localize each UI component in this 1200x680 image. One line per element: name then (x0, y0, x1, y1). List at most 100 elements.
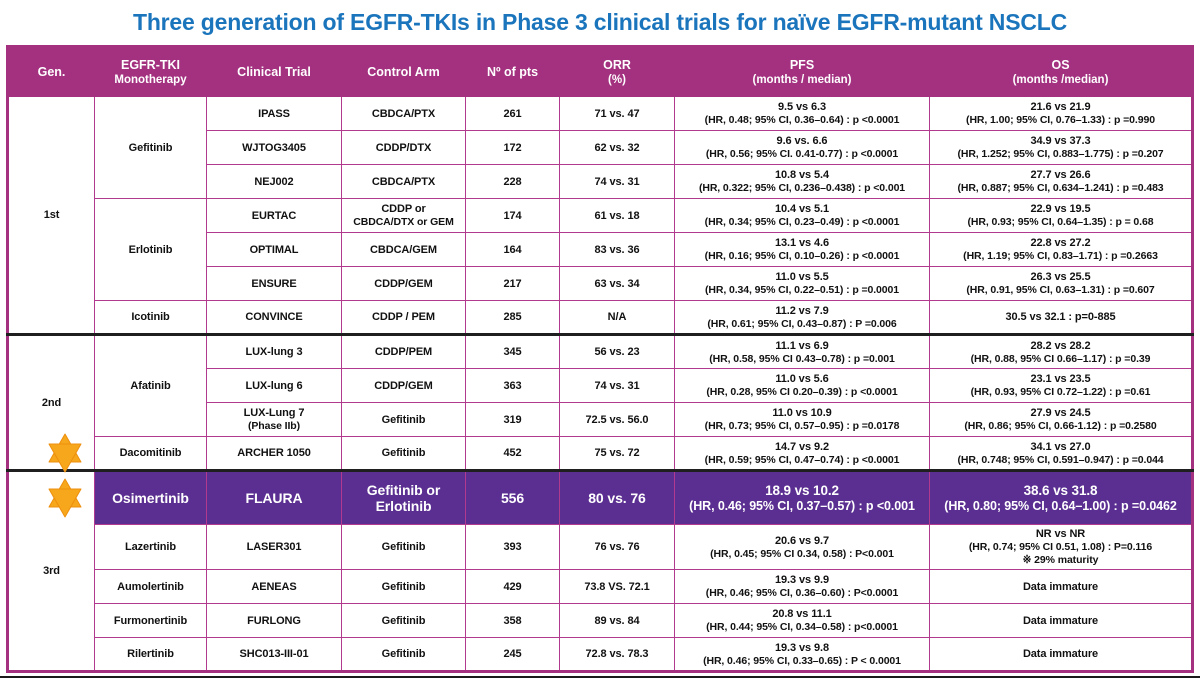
orr-value: 74 vs. 31 (559, 368, 675, 403)
num-pts: 429 (465, 569, 560, 604)
num-pts: 245 (465, 637, 560, 672)
os-value: Data immature (929, 603, 1193, 638)
pfs-value: 11.0 vs 5.5 (HR, 0.34, 95% CI, 0.22–0.51)… (674, 266, 930, 301)
num-pts: 172 (465, 130, 560, 165)
trial-name: ARCHER 1050 (206, 436, 342, 472)
orr-value: 75 vs. 72 (559, 436, 675, 472)
page-title: Three generation of EGFR-TKIs in Phase 3… (132, 9, 1068, 35)
num-pts: 363 (465, 368, 560, 403)
drug-icotinib: Icotinib (94, 300, 207, 336)
num-pts: 345 (465, 334, 560, 369)
table-row-nej002: NEJ002 CBDCA/PTX 228 74 vs. 31 10.8 vs 5… (8, 164, 1193, 199)
table-row-flaura-highlighted: 3rd Osimertinib FLAURA Gefitinib or Erlo… (7, 470, 1193, 672)
control-arm: Gefitinib or Erlotinib (341, 470, 466, 525)
orr-value: 83 vs. 36 (559, 232, 675, 267)
os-value: 23.1 vs 23.5 (HR, 0.93, 95% CI 0.72–1.22)… (929, 368, 1193, 403)
gen-label-2nd: 2nd (7, 334, 95, 471)
drug-gefitinib: Gefitinib (94, 96, 207, 199)
table-row-lux-lung-7: LUX-Lung 7 (Phase IIb) Gefitinib 319 72.5… (8, 402, 1193, 437)
control-arm: CBDCA/PTX (341, 164, 466, 199)
table-row-eurtac: Erlotinib EURTAC CDDP or CBDCA/DTX or GEM… (8, 198, 1193, 301)
control-arm: CBDCA/GEM (341, 232, 466, 267)
os-value: 27.9 vs 24.5 (HR, 0.86; 95% CI, 0.66-1.12… (929, 402, 1193, 437)
control-arm: CDDP/GEM (341, 266, 466, 301)
control-arm: Gefitinib (341, 569, 466, 604)
pfs-value: 14.7 vs 9.2 (HR, 0.59; 95% CI, 0.47–0.74)… (674, 436, 930, 472)
drug-aumolertinib: Aumolertinib (94, 569, 207, 604)
col-header-pts: Nº of pts (465, 46, 560, 97)
drug-furmonertinib: Furmonertinib (94, 603, 207, 638)
orr-value: N/A (559, 300, 675, 336)
control-arm: CDDP / PEM (341, 300, 466, 336)
os-value: 22.9 vs 19.5 (HR, 0.93; 95% CI, 0.64–1.35… (929, 198, 1193, 233)
col-header-pfs: PFS (months / median) (674, 46, 930, 97)
pfs-value: 18.9 vs 10.2 (HR, 0.46; 95% CI, 0.37–0.57… (674, 470, 930, 525)
os-value: 27.7 vs 26.6 (HR, 0.887; 95% CI, 0.634–1.… (929, 164, 1193, 199)
pfs-value: 13.1 vs 4.6 (HR, 0.16; 95% CI, 0.10–0.26)… (674, 232, 930, 267)
os-value: 22.8 vs 27.2 (HR, 1.19; 95% CI, 0.83–1.71… (929, 232, 1193, 267)
pfs-value: 20.8 vs 11.1 (HR, 0.44; 95% CI, 0.34–0.58… (674, 603, 930, 638)
table-row-lux-lung-3: 2nd Afatinib LUX-lung 3 CDDP/PEM 345 56 … (7, 334, 1193, 471)
drug-osimertinib: Osimertinib (48, 470, 207, 525)
trial-name: LASER301 (206, 524, 342, 570)
gen-label-1st: 1st (7, 96, 95, 335)
pfs-value: 20.6 vs 9.7 (HR, 0.45; 95% CI 0.34, 0.58)… (674, 524, 930, 570)
trial-name: CONVINCE (206, 300, 342, 336)
num-pts: 393 (465, 524, 560, 570)
trial-name: WJTOG3405 (206, 130, 342, 165)
os-value: 26.3 vs 25.5 (HR, 0.91, 95% CI, 0.63–1.31… (929, 266, 1193, 301)
os-value: NR vs NR (HR, 0.74; 95% CI 0.51, 1.08) : … (929, 524, 1193, 570)
os-value: 28.2 vs 28.2 (HR, 0.88, 95% CI 0.66–1.17)… (929, 334, 1193, 369)
trial-name: FURLONG (206, 603, 342, 638)
trial-name: OPTIMAL (206, 232, 342, 267)
pfs-value: 10.4 vs 5.1 (HR, 0.34; 95% CI, 0.23–0.49)… (674, 198, 930, 233)
trial-name: SHC013-III-01 (206, 637, 342, 672)
os-value: 38.6 vs 31.8 (HR, 0.80; 95% CI, 0.64–1.00… (929, 470, 1193, 525)
pfs-value: 11.2 vs 7.9 (HR, 0.61; 95% CI, 0.43–0.87)… (674, 300, 930, 336)
orr-value: 72.8 vs. 78.3 (559, 637, 675, 672)
pfs-value: 11.0 vs 5.6 (HR, 0.28, 95% CI 0.20–0.39) … (674, 368, 930, 403)
control-arm: Gefitinib (341, 524, 466, 570)
col-header-monotherapy: EGFR-TKI Monotherapy (94, 46, 207, 97)
control-arm: CDDP/GEM (341, 368, 466, 403)
num-pts: 217 (465, 266, 560, 301)
trial-name: EURTAC (206, 198, 342, 233)
control-arm: Gefitinib (341, 402, 466, 437)
table-row-ensure: ENSURE CDDP/GEM 217 63 vs. 34 11.0 vs 5.… (8, 266, 1193, 301)
num-pts: 228 (465, 164, 560, 199)
trial-name: AENEAS (206, 569, 342, 604)
col-header-os: OS (months /median) (929, 46, 1193, 97)
orr-value: 72.5 vs. 56.0 (559, 402, 675, 437)
orr-value: 73.8 VS. 72.1 (559, 569, 675, 604)
clinical-trials-table: Gen. EGFR-TKI Monotherapy Clinical Trial … (6, 45, 1194, 673)
control-arm: CBDCA/PTX (341, 96, 466, 131)
control-arm: CDDP or CBDCA/DTX or GEM (341, 198, 466, 233)
table-row-optimal: OPTIMAL CBDCA/GEM 164 83 vs. 36 13.1 vs … (8, 232, 1193, 267)
orr-value: 61 vs. 18 (559, 198, 675, 233)
pfs-value: 19.3 vs 9.8 (HR, 0.46; 95% CI, 0.33–0.65)… (674, 637, 930, 672)
control-arm: Gefitinib (341, 436, 466, 472)
os-value: 34.1 vs 27.0 (HR, 0.748; 95% CI, 0.591–0.… (929, 436, 1193, 472)
os-value: Data immature (929, 569, 1193, 604)
pfs-value: 19.3 vs 9.9 (HR, 0.46; 95% CI, 0.36–0.60)… (674, 569, 930, 604)
orr-value: 63 vs. 34 (559, 266, 675, 301)
orr-value: 56 vs. 23 (559, 334, 675, 369)
num-pts: 164 (465, 232, 560, 267)
drug-erlotinib: Erlotinib (94, 198, 207, 301)
drug-afatinib: Afatinib (94, 334, 207, 437)
num-pts: 358 (465, 603, 560, 638)
orr-value: 89 vs. 84 (559, 603, 675, 638)
col-header-control-arm: Control Arm (341, 46, 466, 97)
control-arm: CDDP/DTX (341, 130, 466, 165)
trial-name: NEJ002 (206, 164, 342, 199)
drug-rilertinib: Rilertinib (94, 637, 207, 672)
trial-name: LUX-lung 3 (206, 334, 342, 369)
table-row-aeneas: Aumolertinib AENEAS Gefitinib 429 73.8 V… (8, 569, 1193, 604)
table-row-archer-1050: Dacomitinib ARCHER 1050 Gefitinib 452 75… (7, 433, 1193, 473)
os-value: Data immature (929, 637, 1193, 672)
pfs-value: 9.6 vs. 6.6 (HR, 0.56; 95% CI. 0.41-0.77)… (674, 130, 930, 165)
table-row-convince: Icotinib CONVINCE CDDP / PEM 285 N/A 11.… (7, 300, 1193, 336)
drug-dacomitinib: Dacomitinib (48, 433, 207, 473)
num-pts: 174 (465, 198, 560, 233)
os-value: 34.9 vs 37.3 (HR, 1.252; 95% CI, 0.883–1.… (929, 130, 1193, 165)
